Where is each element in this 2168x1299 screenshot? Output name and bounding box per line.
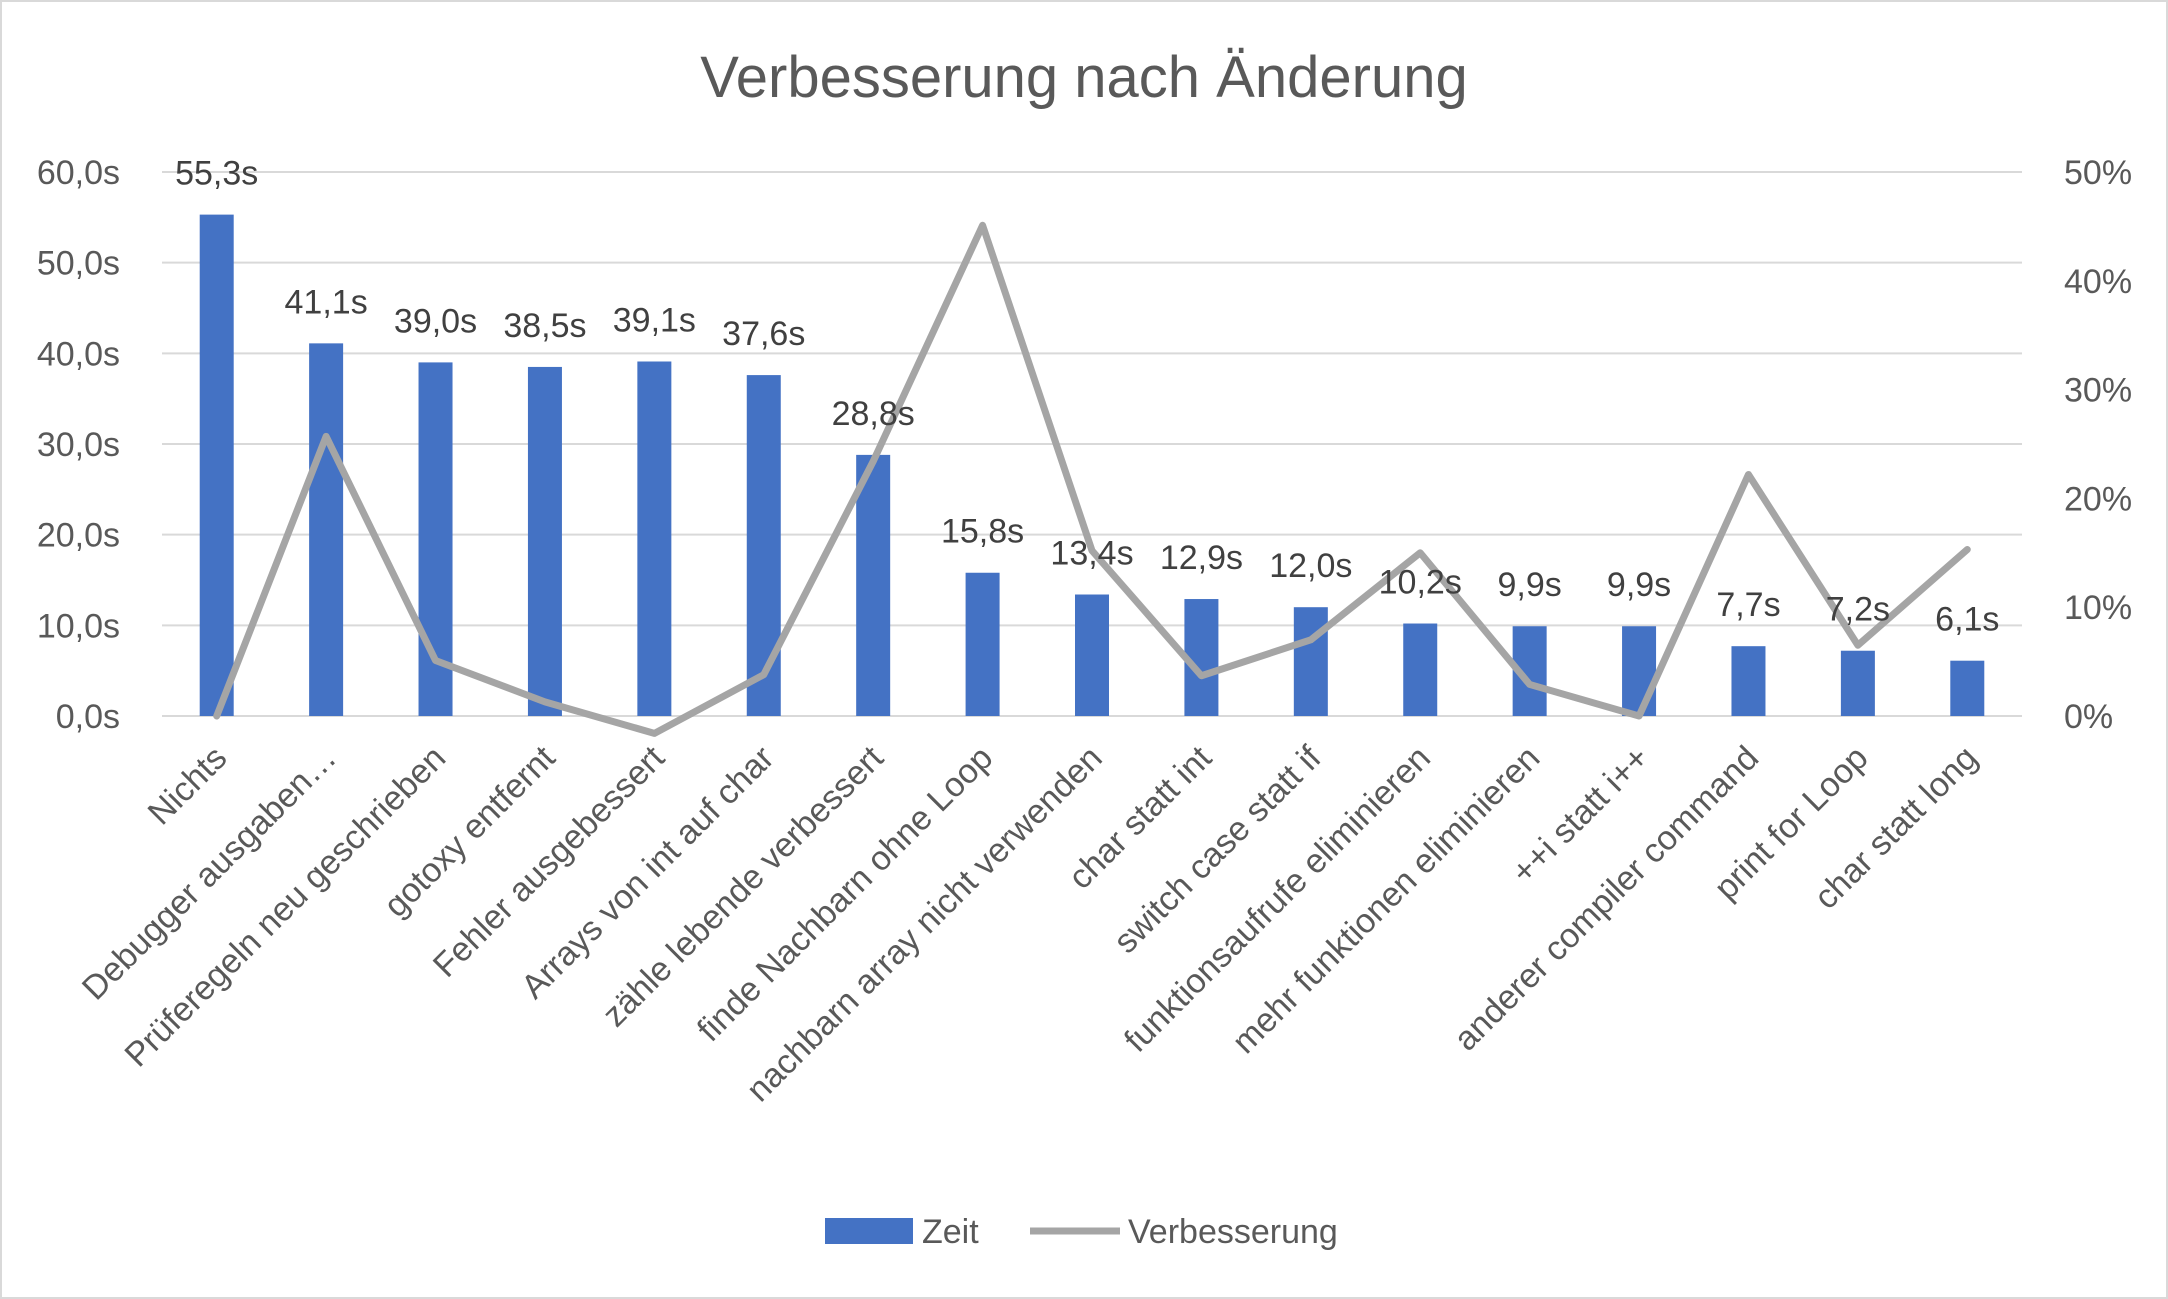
bar-series-zeit [199, 214, 1985, 716]
bar-data-label: 39,0s [394, 302, 477, 340]
left-axis-tick-label: 30,0s [37, 426, 120, 464]
left-axis-tick-label: 20,0s [37, 517, 120, 555]
bar [199, 214, 234, 716]
bar [1075, 594, 1109, 716]
category-label: switch case statt if [1107, 738, 1329, 960]
right-axis-ticks: 0% 10% 20% 30% 40% 50% [2064, 154, 2132, 736]
right-axis-tick-label: 10% [2064, 589, 2132, 627]
right-axis-tick-label: 0% [2064, 698, 2113, 736]
right-axis-tick-label: 50% [2064, 154, 2132, 192]
bar-data-label: 9,9s [1498, 566, 1562, 604]
bar [1840, 650, 1875, 716]
bar-data-label: 12,0s [1269, 547, 1352, 585]
left-axis-tick-label: 60,0s [37, 154, 120, 192]
category-label: Nichts [141, 739, 235, 833]
bar [1731, 646, 1766, 716]
bar-data-label: 28,8s [832, 395, 915, 433]
bar-data-label: 13,4s [1050, 535, 1133, 573]
left-axis-tick-label: 10,0s [37, 607, 120, 645]
bar [746, 375, 781, 716]
bar [1293, 607, 1328, 716]
left-axis-tick-label: 50,0s [37, 245, 120, 283]
left-axis-tick-label: 40,0s [37, 335, 120, 373]
right-axis-tick-label: 20% [2064, 480, 2132, 518]
legend-swatch-zeit [825, 1218, 913, 1244]
bar-data-label: 7,2s [1826, 591, 1890, 629]
bar-data-label: 10,2s [1379, 564, 1462, 602]
left-axis-tick-label: 0,0s [56, 698, 120, 736]
legend-label-zeit: Zeit [922, 1213, 979, 1251]
right-axis-tick-label: 30% [2064, 372, 2132, 410]
bar [965, 572, 1000, 716]
bar [309, 343, 344, 716]
bar-data-label: 55,3s [175, 155, 258, 193]
bar-data-label: 6,1s [1935, 601, 1999, 639]
bar-data-label: 15,8s [941, 513, 1024, 551]
bar-data-label: 12,9s [1160, 539, 1243, 577]
gridlines [162, 171, 2022, 717]
line-series-verbesserung [213, 221, 1971, 737]
bar-data-labels: 55,3s 41,1s 39,0s 38,5s 39,1s 37,6s 28,8s 15,8s… [175, 155, 1999, 639]
right-axis-tick-label: 40% [2064, 263, 2132, 301]
bar-data-label: 39,1s [613, 301, 696, 339]
verbesserung-line [213, 221, 1971, 737]
bar-data-label: 41,1s [285, 283, 368, 321]
chart-title: Verbesserung nach Änderung [700, 45, 1467, 110]
bar-data-label: 37,6s [722, 315, 805, 353]
bar [637, 361, 672, 716]
bar [1950, 660, 1985, 716]
bar-data-label: 38,5s [503, 307, 586, 345]
bar [1622, 626, 1657, 716]
legend-label-verbesserung: Verbesserung [1128, 1213, 1338, 1251]
bar-data-label: 9,9s [1607, 566, 1671, 604]
legend: Zeit Verbesserung [825, 1213, 1338, 1251]
bar [1403, 623, 1438, 716]
left-axis-ticks: 0,0s 10,0s 20,0s 30,0s 40,0s 50,0s 60,0s [37, 154, 120, 736]
bar [527, 366, 562, 716]
bar [856, 454, 891, 716]
bar-data-label: 7,7s [1716, 586, 1780, 624]
